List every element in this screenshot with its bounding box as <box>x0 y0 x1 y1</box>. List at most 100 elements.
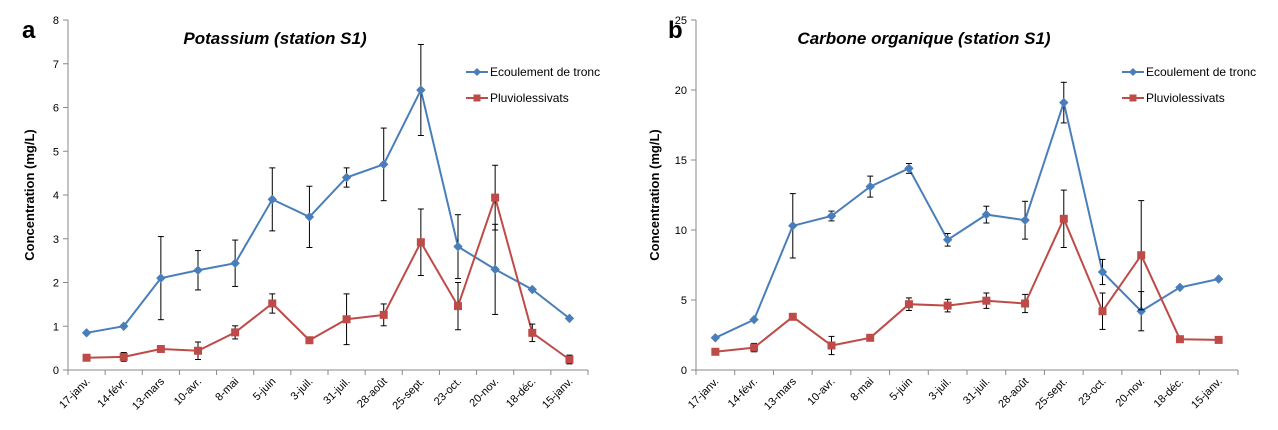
data-point-diamond <box>267 194 277 205</box>
y-tick-label: 6 <box>53 103 59 115</box>
data-point-square <box>194 346 202 355</box>
data-point-diamond <box>749 314 759 325</box>
y-tick-label: 5 <box>53 146 59 158</box>
data-point-square <box>528 328 537 337</box>
y-tick-label: 10 <box>675 225 687 237</box>
legend-marker-square <box>1129 94 1137 102</box>
y-tick-label: 0 <box>53 365 59 377</box>
data-point-square <box>454 302 462 311</box>
x-tick-label: 5-juin <box>251 376 279 404</box>
legend-marker-diamond <box>473 68 481 76</box>
data-point-diamond <box>490 264 500 275</box>
data-point-square <box>827 341 836 350</box>
y-tick-label: 20 <box>675 85 687 97</box>
data-point-diamond <box>527 284 537 295</box>
data-point-square <box>342 315 351 324</box>
data-point-square <box>866 333 875 342</box>
chart-title: Carbone organique (station S1) <box>797 29 1050 48</box>
data-point-diamond <box>1213 274 1224 284</box>
data-point-diamond <box>1097 267 1108 277</box>
data-point-diamond <box>119 321 129 331</box>
data-point-square <box>1214 335 1223 344</box>
x-tick-label: 13-mars <box>762 375 799 412</box>
x-tick-label: 20-nov. <box>1113 376 1147 410</box>
data-point-diamond <box>788 221 798 231</box>
series-ecoulement-de-tronc: Ecoulement de tronc <box>81 44 600 338</box>
data-point-square <box>82 353 91 362</box>
x-tick-label: 15-janv. <box>1189 376 1225 412</box>
legend-marker-square <box>473 94 481 102</box>
x-tick-label: 5-juin <box>888 376 916 404</box>
y-tick-label: 2 <box>53 278 59 290</box>
data-point-diamond <box>904 163 914 174</box>
x-tick-label: 3-juil. <box>927 376 954 403</box>
data-point-square <box>565 355 574 364</box>
x-tick-label: 25-sept. <box>390 376 427 413</box>
y-tick-label: 5 <box>681 295 687 307</box>
x-tick-label: 25-sept. <box>1033 376 1070 413</box>
data-point-square <box>982 296 991 305</box>
x-tick-label: 17-janv. <box>686 376 722 412</box>
series-pluviolessivats: Pluviolessivats <box>82 91 574 365</box>
series-line <box>86 194 571 361</box>
x-tick-label: 3-juil. <box>288 376 315 403</box>
data-point-square <box>788 312 797 321</box>
y-tick-label: 8 <box>53 15 59 27</box>
x-tick-label: 14-févr. <box>95 376 129 410</box>
legend-label: Pluviolessivats <box>490 91 569 105</box>
x-tick-label: 15-janv. <box>540 376 576 412</box>
data-point-diamond <box>304 212 315 222</box>
legend-label: Ecoulement de tronc <box>1146 65 1256 79</box>
data-point-square <box>305 336 314 345</box>
data-point-square <box>379 310 388 319</box>
data-point-diamond <box>826 211 837 221</box>
series-line <box>714 98 1219 339</box>
y-tick-label: 4 <box>53 190 59 202</box>
x-tick-label: 20-nov. <box>467 376 501 410</box>
series-ecoulement-de-tronc: Ecoulement de tronc <box>710 65 1256 343</box>
data-point-square <box>1059 214 1068 223</box>
series-line <box>86 87 571 334</box>
data-point-square <box>1021 299 1030 308</box>
data-point-square <box>1175 335 1184 344</box>
x-tick-label: 28-août <box>355 376 390 411</box>
x-tick-label: 31-juil. <box>321 376 352 407</box>
chart-title: Potassium (station S1) <box>183 29 367 48</box>
data-point-diamond <box>453 241 463 252</box>
data-point-square <box>268 299 277 308</box>
legend-marker-diamond <box>1129 68 1137 76</box>
y-tick-label: 25 <box>675 15 687 27</box>
x-tick-label: 23-oct. <box>1076 376 1108 408</box>
series-pluviolessivats: Pluviolessivats <box>711 91 1225 356</box>
x-tick-label: 23-oct. <box>432 376 464 408</box>
y-tick-label: 7 <box>53 59 59 71</box>
y-axis-label: Concentration (mg/L) <box>22 129 37 260</box>
x-tick-label: 18-déc. <box>504 376 538 410</box>
data-point-square <box>416 238 425 247</box>
legend-label: Pluviolessivats <box>1146 91 1225 105</box>
y-axis-label: Concentration (mg/L) <box>647 129 662 260</box>
x-tick-label: 17-janv. <box>57 376 93 412</box>
panel-letter: a <box>22 17 36 44</box>
legend-label: Ecoulement de tronc <box>490 65 600 79</box>
x-tick-label: 13-mars <box>130 375 167 412</box>
x-tick-label: 14-févr. <box>726 376 760 410</box>
data-point-square <box>1098 307 1107 316</box>
panel-letter: b <box>668 17 683 44</box>
y-tick-label: 0 <box>681 365 687 377</box>
data-point-square <box>231 328 240 337</box>
data-point-diamond <box>865 181 875 192</box>
data-point-diamond <box>942 235 953 245</box>
x-tick-label: 10-avr. <box>805 376 837 408</box>
data-point-diamond <box>81 328 92 338</box>
data-point-square <box>491 193 500 202</box>
x-tick-label: 31-juil. <box>961 376 992 407</box>
data-point-diamond <box>156 273 166 283</box>
data-point-square <box>904 300 913 309</box>
x-tick-label: 10-avr. <box>172 376 204 408</box>
data-point-diamond <box>1059 97 1069 108</box>
series-line <box>715 216 1219 353</box>
data-point-diamond <box>710 333 721 343</box>
